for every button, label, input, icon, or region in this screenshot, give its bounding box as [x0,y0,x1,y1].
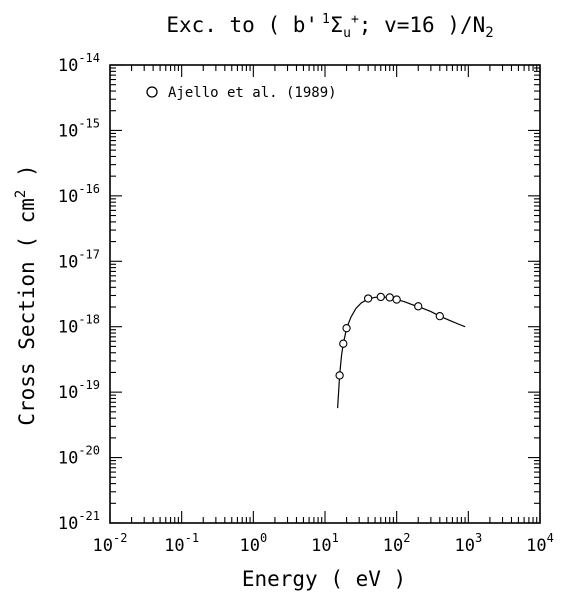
y-axis-label: Cross Section ( cm2 ) [13,164,39,425]
axis-ticks [109,64,541,524]
legend-label: Ajello et al. (1989) [168,85,337,101]
x-tick-label: 10-1 [164,531,199,556]
plot-frame [109,64,541,524]
x-tick-label: 100 [239,531,267,556]
data-point [392,295,401,304]
data-point [435,312,444,321]
data-point [342,324,351,333]
chart-title: Exc. to ( b' 1Σu+; v=16 )/N2 [166,12,493,41]
y-tick-label: 10-15 [58,116,100,141]
y-tick-label: 10-18 [58,313,100,338]
fit-curve [337,296,466,409]
legend-marker [146,86,158,98]
data-point [414,302,423,311]
y-tick-label: 10-16 [58,182,100,207]
legend: Ajello et al. (1989) [146,85,337,101]
x-tick-labels: 10-2 10-1 100 101 102 103 104 [93,531,554,556]
x-tick-label: 104 [526,531,554,556]
y-tick-label: 10-19 [58,378,100,403]
x-axis-label: Energy ( eV ) [242,567,406,591]
data-point [363,294,373,303]
x-tick-label: 10-2 [93,531,128,556]
data-point [385,293,394,302]
y-tick-label: 10-20 [58,444,100,469]
y-tick-label: 10-14 [58,51,100,76]
x-tick-label: 101 [311,531,339,556]
x-tick-label: 103 [454,531,482,556]
y-tick-labels: 10-14 10-15 10-16 10-17 10-18 10-19 10-20 10-21 [58,51,100,534]
x-tick-label: 102 [383,531,411,556]
plot-series [335,292,466,409]
y-tick-label: 10-21 [58,509,100,534]
data-point [339,339,348,348]
y-tick-label: 10-17 [58,247,100,272]
data-point [335,371,344,380]
data-point [376,292,385,302]
